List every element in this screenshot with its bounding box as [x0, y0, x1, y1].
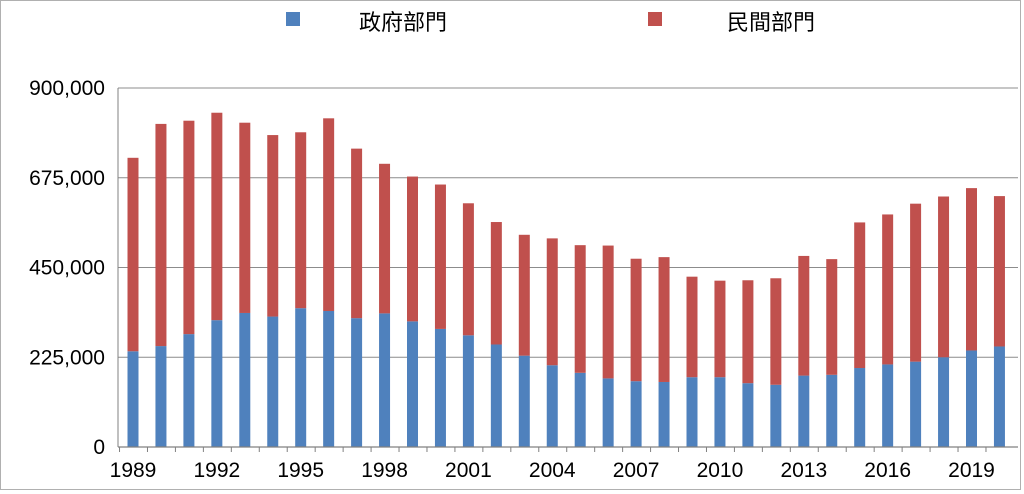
bar-government	[546, 365, 558, 447]
legend-swatch-private	[648, 12, 662, 26]
bar-private	[630, 258, 642, 382]
x-tick-label: 2016	[864, 459, 911, 482]
bar-government	[993, 346, 1005, 447]
bar-private	[658, 257, 670, 382]
bar-government	[966, 350, 977, 447]
bar-private	[910, 203, 922, 362]
x-tick-label: 2004	[529, 459, 576, 482]
bar-private	[267, 135, 279, 317]
bar-government	[351, 318, 363, 447]
legend-label-private: 民間部門	[727, 11, 815, 36]
legend-swatch-government	[286, 12, 300, 26]
bar-government	[434, 328, 446, 447]
bar-government	[518, 355, 530, 447]
bar-government	[127, 351, 139, 447]
y-tick-label: 450,000	[29, 257, 105, 280]
bar-private	[295, 132, 307, 309]
bar-private	[127, 157, 139, 352]
bar-private	[854, 222, 866, 369]
legend-item-private: 民間部門	[648, 11, 815, 36]
x-tick-label: 2019	[948, 459, 995, 482]
bar-private	[351, 148, 363, 319]
x-tick-label: 2001	[445, 459, 492, 482]
x-axis-tick-labels: 1989 1992 1995 1998 2001 2004 2007 2010 2013 2016…	[110, 459, 995, 482]
x-tick-label: 2007	[613, 459, 660, 482]
bars	[127, 112, 1005, 447]
legend: 政府部門 民間部門	[286, 11, 815, 36]
bar-private	[211, 112, 223, 321]
bar-private	[183, 120, 195, 335]
bar-private	[714, 280, 726, 378]
bar-private	[798, 255, 810, 376]
bar-private	[770, 278, 782, 385]
bar-government	[295, 308, 307, 447]
bar-government	[686, 377, 698, 447]
bar-government	[490, 344, 502, 447]
bar-government	[742, 383, 754, 447]
bar-government	[854, 368, 866, 447]
bar-government	[826, 374, 838, 447]
bar-government	[714, 377, 726, 447]
legend-item-government: 政府部門	[286, 11, 447, 36]
bar-private	[490, 222, 502, 345]
bar-private	[518, 234, 530, 356]
bar-private	[434, 184, 446, 329]
axes	[117, 88, 1018, 452]
y-axis-tick-labels: 0 225,000 450,000 675,000 900,000	[29, 77, 105, 459]
bar-government	[882, 364, 894, 447]
bar-government	[239, 312, 251, 447]
bar-government	[798, 375, 810, 447]
bar-government	[379, 313, 391, 447]
bar-private	[938, 196, 950, 358]
bar-private	[966, 188, 977, 351]
y-tick-label: 0	[93, 436, 105, 459]
bar-government	[938, 357, 950, 447]
bar-private	[323, 118, 335, 311]
bar-private	[826, 259, 838, 375]
bar-government	[155, 346, 167, 447]
bar-private	[462, 203, 474, 336]
bar-government	[910, 361, 922, 447]
bar-government	[770, 384, 782, 447]
bar-government	[630, 381, 642, 447]
bar-private	[993, 196, 1005, 347]
bar-private	[574, 245, 586, 373]
bar-private	[602, 245, 614, 379]
bar-government	[658, 381, 670, 447]
y-tick-label: 225,000	[29, 346, 105, 369]
x-tick-label: 1992	[193, 459, 240, 482]
x-tick-label: 1995	[277, 459, 324, 482]
x-tick-label: 2010	[697, 459, 744, 482]
bar-private	[407, 176, 418, 322]
bar-government	[602, 378, 614, 447]
x-tick-label: 1989	[110, 459, 157, 482]
bar-private	[239, 122, 251, 313]
bar-private	[546, 238, 558, 366]
bar-private	[686, 276, 698, 378]
bar-government	[267, 316, 279, 447]
legend-label-government: 政府部門	[359, 11, 447, 36]
x-tick-label: 2013	[780, 459, 827, 482]
bar-government	[183, 334, 195, 447]
bar-government	[462, 335, 474, 447]
bar-government	[407, 321, 418, 447]
bar-private	[882, 214, 894, 365]
x-tick-label: 1998	[361, 459, 408, 482]
bar-private	[379, 163, 391, 314]
bar-government	[323, 310, 335, 447]
bar-government	[574, 372, 586, 447]
y-tick-label: 675,000	[29, 167, 105, 190]
bar-government	[211, 320, 223, 447]
bar-private	[742, 280, 754, 384]
y-tick-label: 900,000	[29, 77, 105, 100]
bar-private	[155, 123, 167, 347]
